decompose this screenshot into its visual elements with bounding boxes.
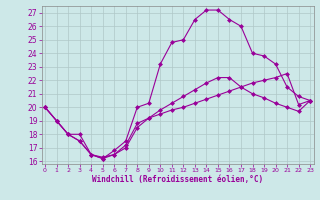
X-axis label: Windchill (Refroidissement éolien,°C): Windchill (Refroidissement éolien,°C) — [92, 175, 263, 184]
